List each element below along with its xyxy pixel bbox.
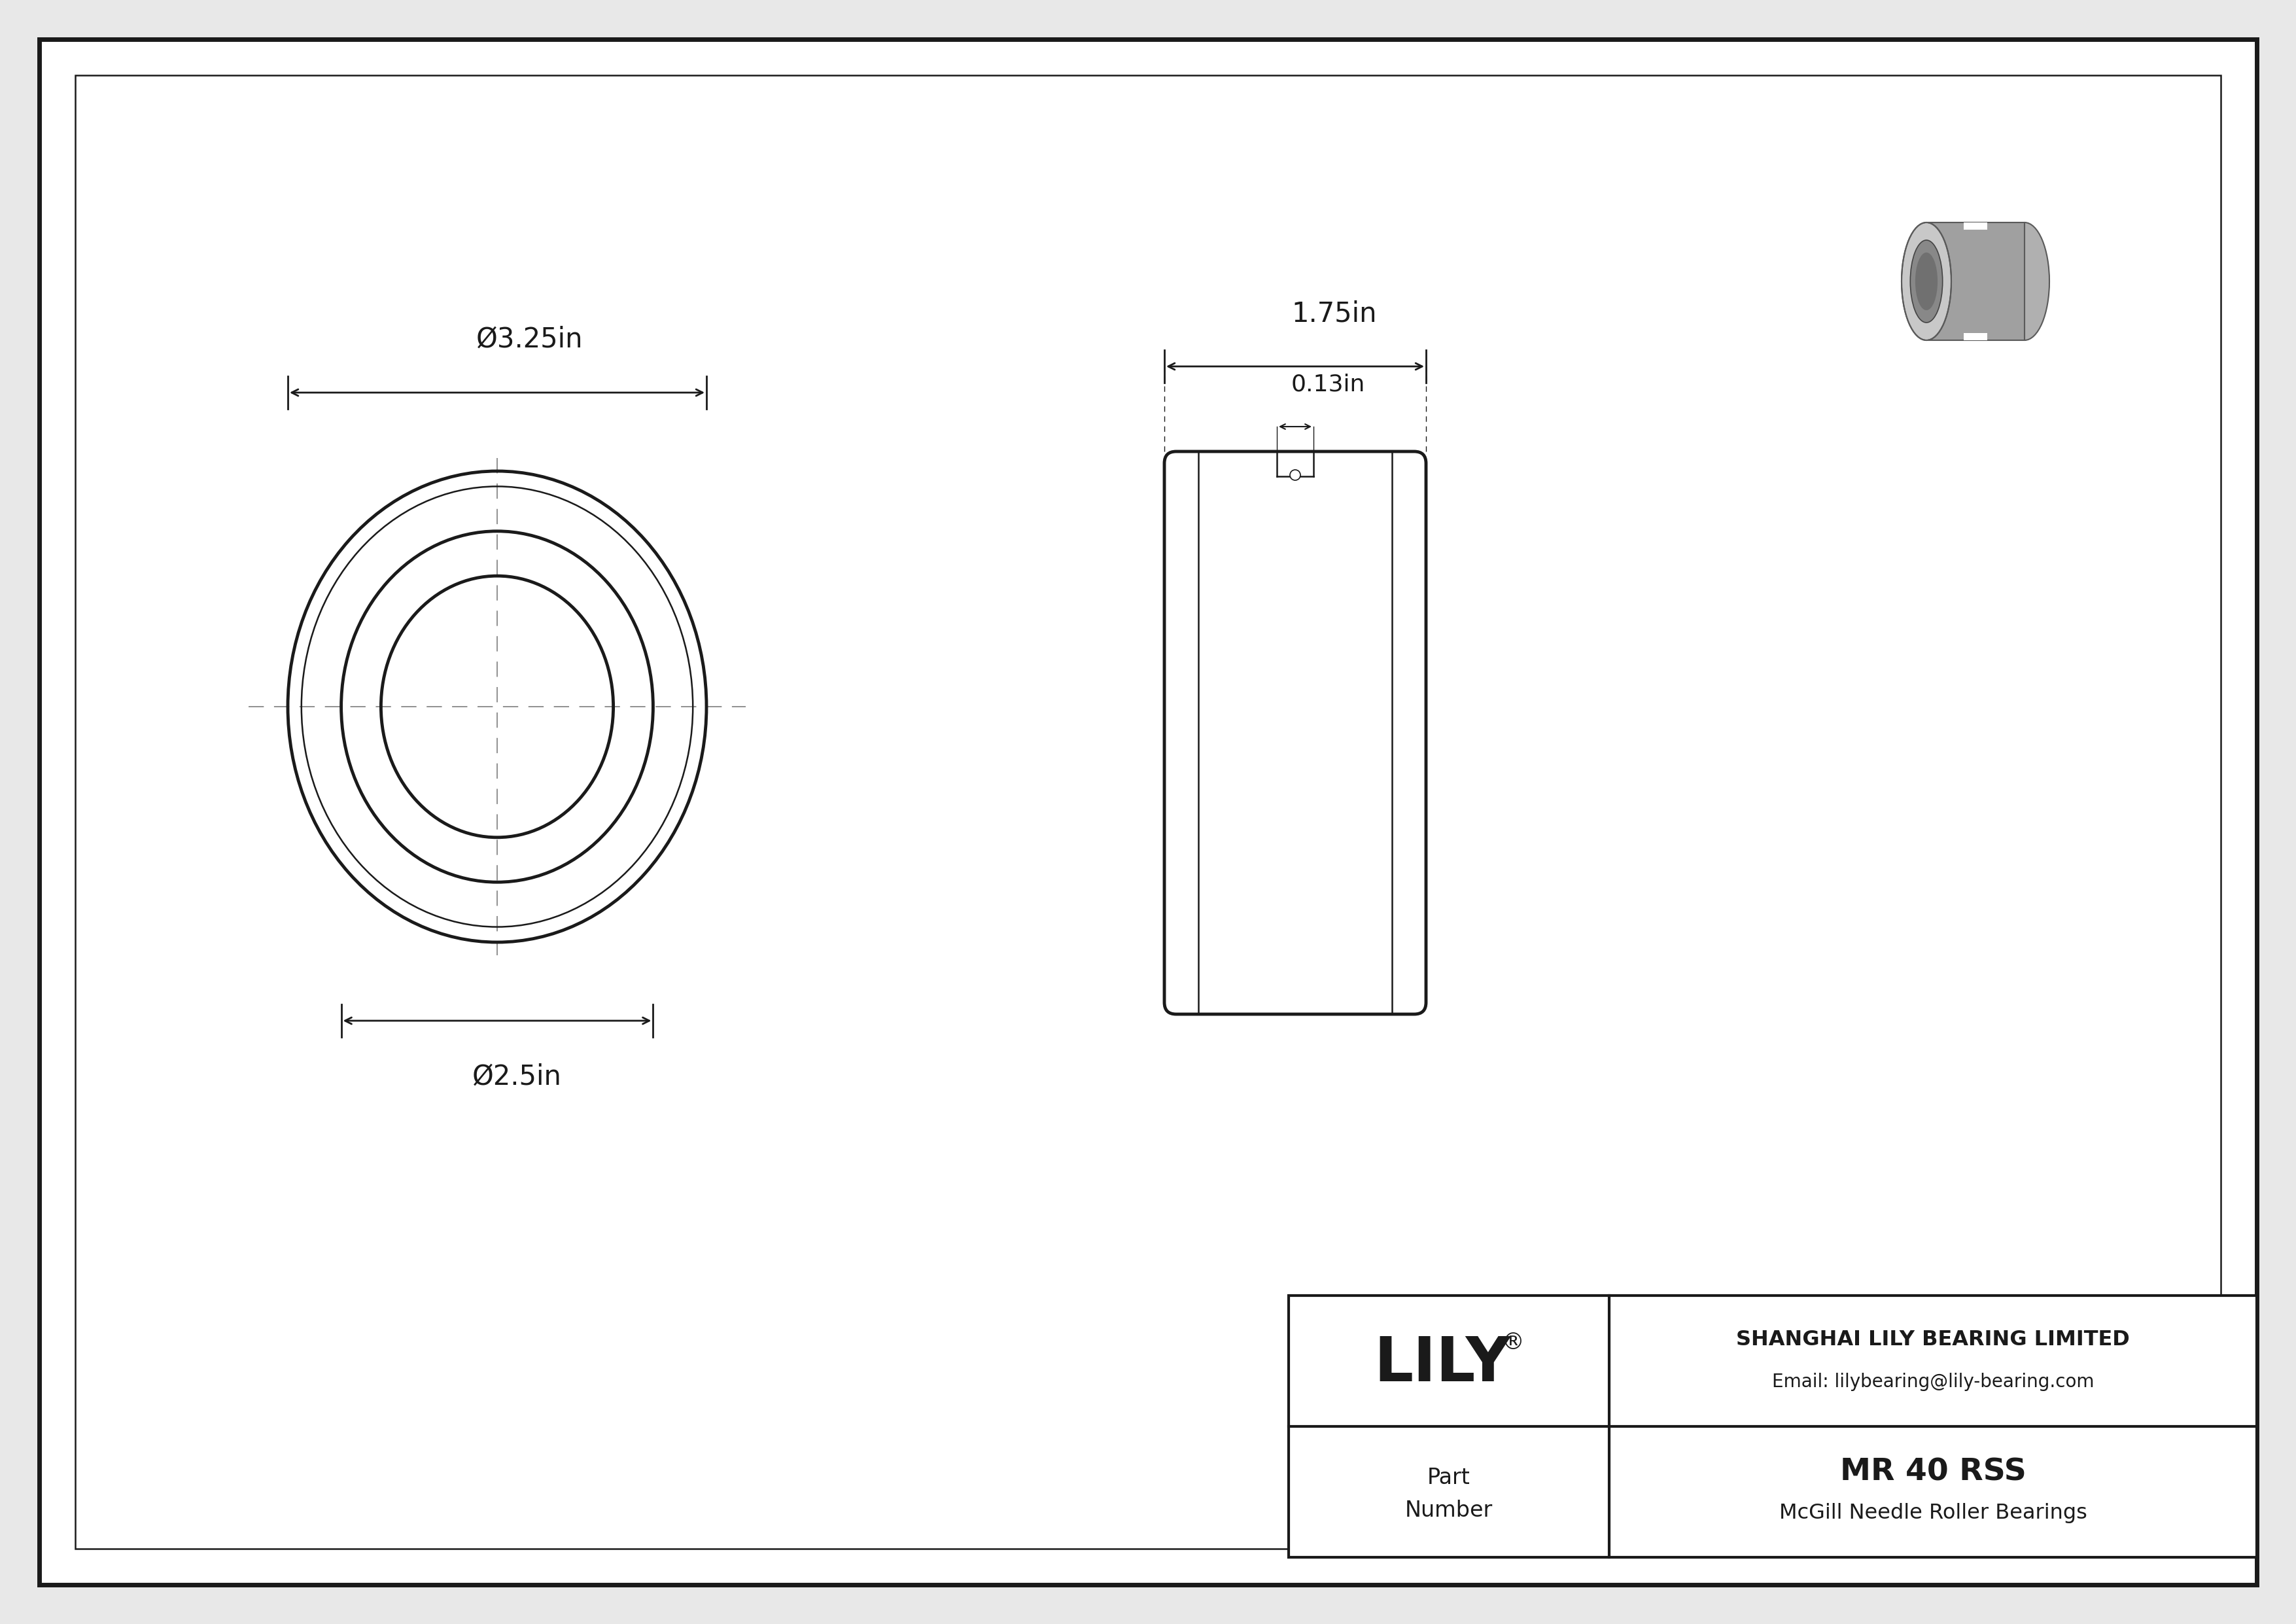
Text: MR 40 RSS: MR 40 RSS [1839, 1457, 2025, 1488]
Text: Ø2.5in: Ø2.5in [473, 1064, 563, 1091]
FancyBboxPatch shape [1164, 451, 1426, 1013]
Ellipse shape [2000, 222, 2050, 341]
Ellipse shape [1910, 240, 1942, 323]
Text: Ø3.25in: Ø3.25in [475, 326, 583, 354]
Text: Email: lilybearing@lily-bearing.com: Email: lilybearing@lily-bearing.com [1773, 1372, 2094, 1392]
Circle shape [1290, 469, 1300, 481]
Bar [1963, 333, 1988, 341]
Text: ®: ® [1502, 1332, 1525, 1354]
Text: 0.13in: 0.13in [1290, 374, 1364, 395]
Text: 1.75in: 1.75in [1293, 300, 1378, 326]
Ellipse shape [1915, 252, 1938, 310]
Text: SHANGHAI LILY BEARING LIMITED: SHANGHAI LILY BEARING LIMITED [1736, 1330, 2131, 1350]
Text: McGill Needle Roller Bearings: McGill Needle Roller Bearings [1779, 1502, 2087, 1523]
Bar [1963, 222, 1988, 229]
Text: LILY: LILY [1373, 1335, 1511, 1395]
Polygon shape [1926, 222, 2025, 341]
Bar [1288, 1296, 2257, 1557]
Text: Part: Part [1428, 1466, 1469, 1488]
Text: Number: Number [1405, 1499, 1492, 1522]
Ellipse shape [1901, 222, 1952, 341]
